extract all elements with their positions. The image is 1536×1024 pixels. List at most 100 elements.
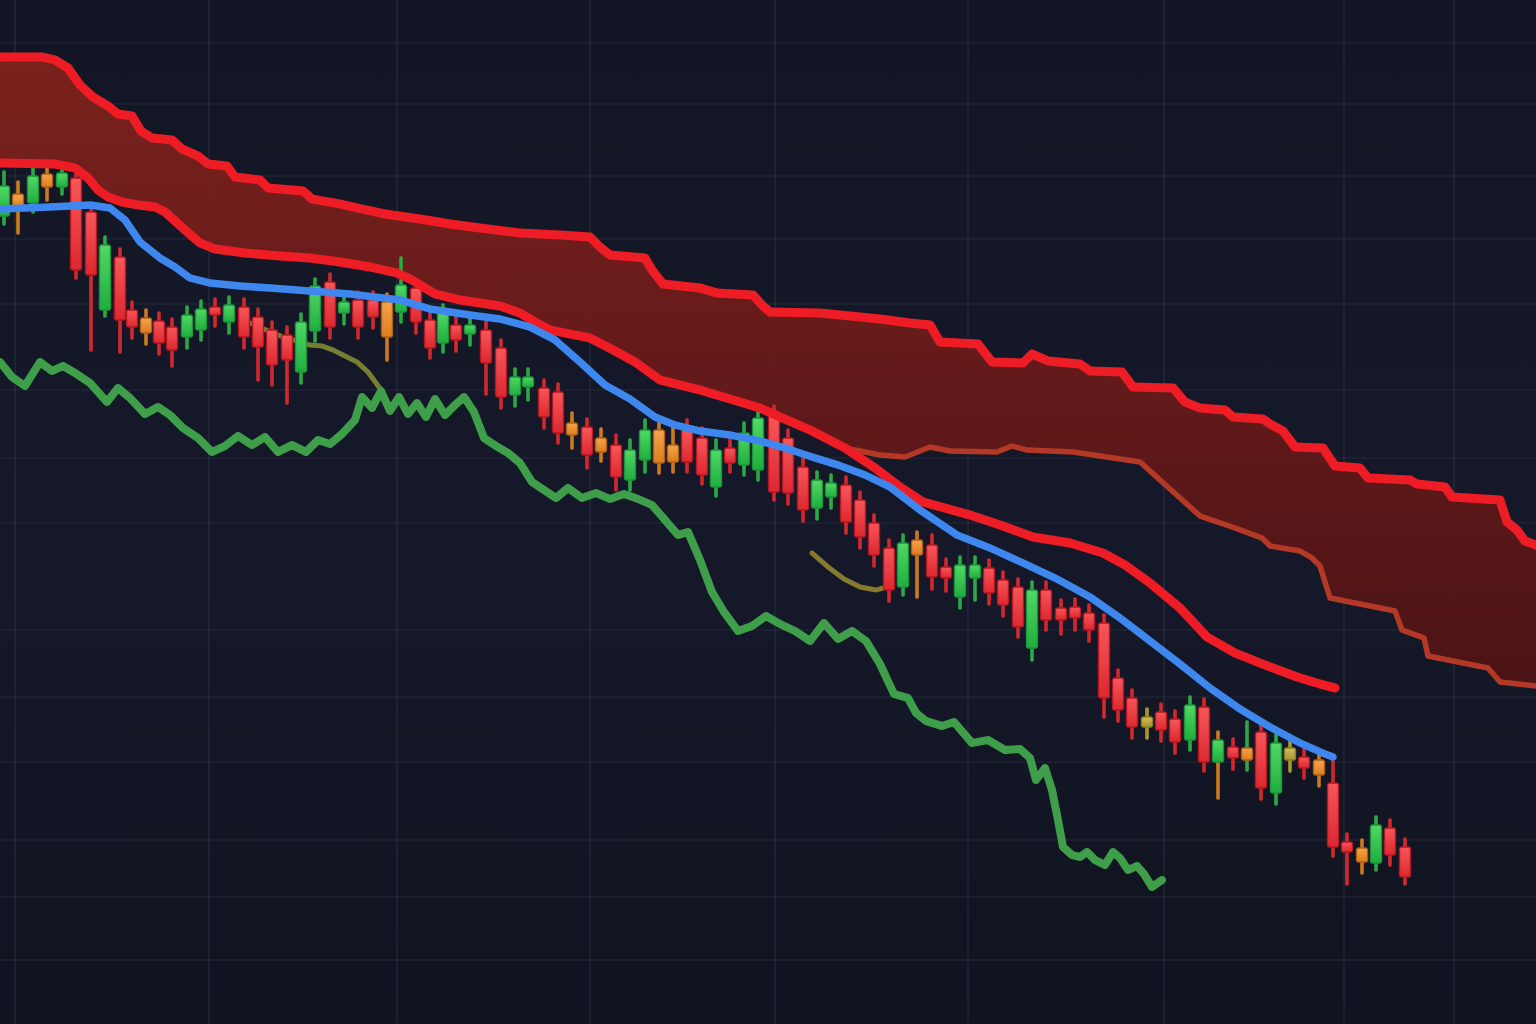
candle-body [1312,759,1326,776]
candle-body [882,547,896,591]
candle-body [853,499,867,538]
candle [1025,580,1039,662]
candle [1054,598,1068,636]
candle-body [839,484,853,523]
candle [222,295,236,335]
candle-body [1183,704,1197,741]
candle-body [494,347,508,398]
candle-body [1369,824,1383,864]
candle-body [1082,612,1096,631]
candle [237,297,251,350]
candle [208,297,222,328]
candle-body [709,449,723,488]
candle-body [810,479,824,509]
candle [1240,720,1254,772]
candle-body [1111,677,1125,711]
candle [781,428,795,506]
candle-body [508,376,522,396]
green-indicator-path [0,358,1166,891]
candle [896,533,910,597]
candle [69,169,83,280]
candle-body [337,301,351,314]
candle-body [180,314,194,338]
candle-body [237,306,251,338]
candle-body [609,444,623,478]
candle [925,533,939,591]
candle-body [1197,706,1211,763]
candle [139,308,153,346]
candle [709,438,723,498]
candle-body [1226,746,1240,759]
candle-body [125,309,139,328]
olive-fade-segment-2 [809,550,893,593]
candle [1383,818,1397,867]
candle [1254,722,1268,801]
candle-body [84,211,98,276]
candle-body [436,311,450,344]
candle-body [537,387,551,418]
candle [508,367,522,408]
candle [1226,737,1240,771]
candle [1312,750,1326,788]
candle [351,290,365,340]
candle [537,378,551,430]
candle-body [796,466,810,511]
candle [1039,580,1053,632]
candle [824,473,838,510]
candle [152,311,166,356]
candle-body [152,320,166,344]
candle-body [1011,586,1025,628]
blue-moving-average-line [0,201,1337,761]
candle-body [638,429,652,461]
candle-body [139,317,153,334]
candle [1082,603,1096,643]
candle-body [1355,847,1369,863]
candle [982,558,996,606]
candle-body [521,376,535,388]
candle [40,164,54,202]
candle [594,427,608,463]
candle-body [69,177,83,271]
candle-body [40,173,54,188]
candle-body [867,522,881,556]
candle-body [366,299,380,318]
candle [1168,709,1182,755]
candle [479,320,493,396]
candle-body [1068,606,1082,619]
candle [1197,697,1211,773]
candle-body [1125,697,1139,728]
candle-body [1211,739,1225,763]
candle [265,320,279,387]
candle-body [623,449,637,481]
candle [55,164,69,196]
candle [1269,733,1283,806]
candle-body [479,329,493,364]
candle [251,307,265,382]
candle [449,315,463,353]
band-border-lines [0,52,1536,693]
candle-body [551,391,565,434]
candle-body [265,329,279,366]
candle-body [1398,846,1412,878]
candle [521,367,535,402]
candle [695,426,709,486]
candle-body [767,414,781,493]
candle [609,433,623,492]
candle-body [449,324,463,341]
candle-body [910,539,924,556]
candle [1326,757,1340,858]
candle-body [26,175,40,204]
candle-body [463,324,477,335]
candle-body [1039,589,1053,621]
candle-body [194,308,208,331]
candle [882,538,896,603]
candle [839,475,853,535]
candle-body [666,444,680,463]
candle-body [652,429,666,464]
candle-body [1140,716,1154,728]
candle [1111,668,1125,723]
candle [1011,577,1025,639]
candle-body [1269,742,1283,794]
